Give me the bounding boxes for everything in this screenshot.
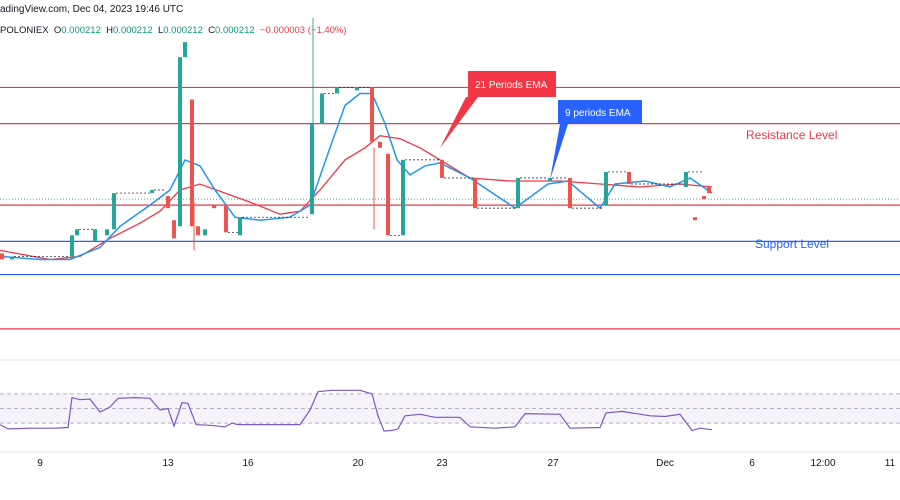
candle	[370, 87, 374, 142]
candle	[516, 177, 520, 209]
candle	[310, 123, 314, 215]
candle	[10, 256, 14, 260]
candle	[166, 196, 170, 209]
candle	[150, 190, 154, 194]
candle	[75, 229, 79, 236]
x-tick-label: 16	[242, 458, 254, 469]
candle	[604, 171, 608, 206]
high-label: H	[106, 25, 114, 36]
candle	[693, 217, 697, 221]
callout-21-ema	[440, 71, 556, 148]
x-tick-label: 6	[749, 458, 755, 469]
resistance-label: Resistance Level	[746, 128, 837, 142]
x-tick-label: 23	[436, 458, 448, 469]
candle	[702, 196, 706, 200]
candle	[707, 187, 711, 194]
x-tick-label: 13	[162, 458, 174, 469]
candle	[203, 229, 207, 236]
candle	[196, 226, 200, 236]
exchange-label: POLONIEX	[0, 25, 49, 36]
candle	[320, 93, 324, 124]
candle	[105, 229, 109, 236]
source-line: adingView.com, Dec 04, 2023 19:46 UTC	[0, 4, 184, 15]
candle	[627, 171, 631, 184]
candle	[190, 99, 194, 227]
candle	[93, 229, 97, 242]
ema21-line	[0, 135, 713, 261]
candle	[172, 220, 176, 239]
low-value: 0.000212	[163, 25, 203, 36]
candle	[212, 205, 216, 209]
ohlc-readout: POLONIEX O0.000212 H0.000212 L0.000212 C…	[0, 25, 347, 36]
candle	[178, 57, 182, 227]
candle	[238, 217, 242, 236]
candle	[386, 153, 390, 236]
support-label: Support Level	[755, 237, 829, 251]
close-label: C	[208, 25, 216, 36]
candle	[0, 253, 4, 260]
x-tick-label: 9	[37, 458, 43, 469]
x-tick-label: 20	[352, 458, 364, 469]
candle	[112, 193, 116, 230]
candle	[224, 205, 228, 233]
x-tick-label: Dec	[656, 458, 674, 469]
candle	[378, 141, 382, 148]
x-tick-label: 12:00	[810, 458, 835, 469]
candle	[548, 177, 552, 181]
candle	[401, 159, 405, 236]
candle	[440, 159, 444, 178]
candle	[335, 87, 339, 94]
callout-21-ema-text: 21 Periods EMA	[475, 80, 548, 91]
low-label: L	[157, 25, 164, 36]
open-label: O	[53, 25, 62, 36]
candle	[684, 171, 688, 188]
close-value: 0.000212	[215, 25, 255, 36]
x-tick-label: 27	[547, 458, 559, 469]
open-value: 0.000212	[61, 25, 101, 36]
high-value: 0.000212	[113, 25, 153, 36]
candle	[183, 42, 187, 58]
x-tick-label: 11	[885, 458, 896, 469]
callout-9-ema	[550, 100, 642, 180]
rsi-line	[0, 389, 713, 432]
candle	[355, 87, 359, 91]
ema9-line	[0, 92, 713, 261]
candle	[70, 235, 74, 257]
change-value: −0.000003 (−1.40%)	[259, 25, 347, 36]
callout-9-ema-text: 9 periods EMA	[565, 108, 631, 119]
candle	[568, 177, 572, 209]
candle	[473, 177, 477, 209]
